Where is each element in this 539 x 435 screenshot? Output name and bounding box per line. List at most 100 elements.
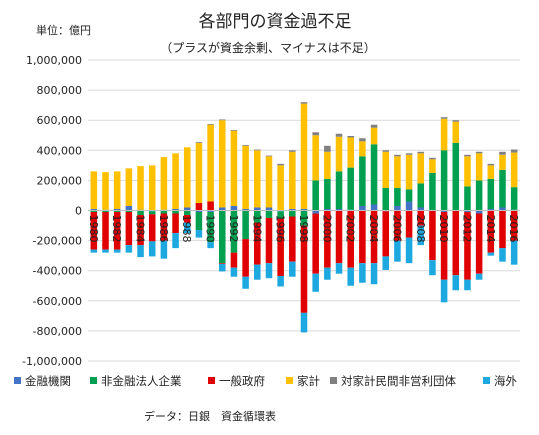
- bar-segment: [195, 202, 203, 211]
- bar-segment: [219, 263, 226, 272]
- bar-segment: [370, 210, 378, 264]
- bar-segment: [289, 150, 296, 152]
- bar-segment: [394, 210, 401, 241]
- bar-segment: [510, 149, 518, 153]
- bar-segment: [475, 153, 483, 181]
- bars: [90, 102, 518, 333]
- bar-segment: [113, 171, 121, 209]
- bar-segment: [382, 150, 389, 152]
- bar-segment: [137, 245, 144, 258]
- bar-segment: [359, 141, 366, 157]
- bar-segment: [137, 166, 144, 210]
- bar-segment: [102, 249, 109, 253]
- bar-segment: [230, 267, 238, 277]
- bar-segment: [335, 136, 343, 172]
- bar-segment: [417, 153, 425, 184]
- bar-segment: [417, 225, 425, 246]
- y-tick-label: 0: [75, 205, 82, 218]
- bar-segment: [277, 165, 284, 211]
- y-tick-label: -800,000: [33, 325, 82, 338]
- bar-segment: [324, 178, 331, 209]
- bar-segment: [487, 178, 495, 209]
- bar-segment: [242, 208, 249, 211]
- x-tick-label: 2004: [367, 215, 380, 243]
- bar-segment: [254, 264, 261, 280]
- bar-segment: [335, 208, 343, 211]
- chart-subtitle: （プラスが資金余剰、マイナスは不足）: [160, 40, 376, 55]
- bar-segment: [429, 260, 436, 276]
- bar-segment: [219, 120, 226, 208]
- bar-segment: [148, 211, 156, 215]
- bar-segment: [464, 279, 471, 291]
- bar-segment: [312, 132, 319, 136]
- bar-segment: [265, 210, 273, 219]
- bar-segment: [324, 151, 331, 179]
- bar-segment: [499, 207, 506, 211]
- legend-label: 対家計民間非営利団体: [341, 374, 456, 388]
- legend-swatch: [14, 377, 21, 384]
- bar-segment: [499, 154, 506, 170]
- bar-segment: [382, 151, 389, 188]
- bar-segment: [102, 212, 109, 250]
- bar-segment: [324, 267, 331, 280]
- bar-segment: [499, 210, 506, 249]
- bar-segment: [464, 154, 471, 157]
- bar-segment: [510, 240, 518, 265]
- bar-segment: [312, 135, 319, 181]
- bar-segment: [464, 186, 471, 211]
- bar-segment: [125, 210, 133, 213]
- bar-segment: [160, 240, 168, 259]
- bar-segment: [90, 249, 98, 253]
- bar-segment: [464, 210, 471, 213]
- legend-swatch: [286, 377, 293, 384]
- bar-segment: [300, 210, 308, 226]
- bar-segment: [172, 210, 179, 214]
- bar-segment: [125, 212, 133, 246]
- bar-segment: [370, 144, 378, 205]
- bar-segment: [312, 213, 319, 274]
- x-tick-label: 2000: [320, 215, 333, 243]
- bar-segment: [300, 225, 308, 313]
- bar-segment: [207, 201, 214, 211]
- y-tick-label: -600,000: [33, 295, 82, 308]
- bar-segment: [394, 156, 401, 188]
- bar-segment: [335, 171, 343, 209]
- bar-segment: [90, 208, 98, 211]
- bar-segment: [429, 159, 436, 173]
- y-tick-label: -1,000,000: [22, 355, 82, 368]
- bar-segment: [277, 163, 284, 166]
- bar-segment: [183, 147, 191, 208]
- bar-segment: [464, 212, 471, 280]
- x-tick-label: 1996: [274, 215, 287, 243]
- bar-segment: [90, 171, 98, 209]
- bar-segment: [137, 215, 144, 246]
- bar-segment: [475, 151, 483, 154]
- bar-segment: [335, 210, 343, 264]
- bar-segment: [300, 312, 308, 333]
- bar-segment: [347, 137, 354, 168]
- bar-segment: [394, 154, 401, 157]
- bar-segment: [172, 153, 179, 209]
- bar-segment: [160, 213, 168, 241]
- bar-segment: [499, 151, 506, 155]
- bar-segment: [289, 216, 296, 262]
- bar-segment: [265, 156, 273, 208]
- bar-segment: [219, 207, 226, 211]
- bar-segment: [148, 214, 156, 242]
- bar-segment: [207, 210, 214, 213]
- bar-segment: [230, 129, 238, 131]
- bar-segment: [324, 210, 331, 268]
- bar-segment: [417, 207, 425, 211]
- bar-segment: [312, 273, 319, 292]
- legend-swatch: [208, 377, 215, 384]
- bar-segment: [370, 204, 378, 211]
- legend-swatch: [330, 377, 337, 384]
- bar-segment: [405, 210, 413, 238]
- bar-segment: [265, 207, 273, 211]
- bar-segment: [300, 102, 308, 104]
- x-tick-label: 2016: [507, 215, 520, 243]
- bar-segment: [475, 180, 483, 211]
- bar-segment: [429, 172, 436, 211]
- bar-segment: [440, 210, 448, 213]
